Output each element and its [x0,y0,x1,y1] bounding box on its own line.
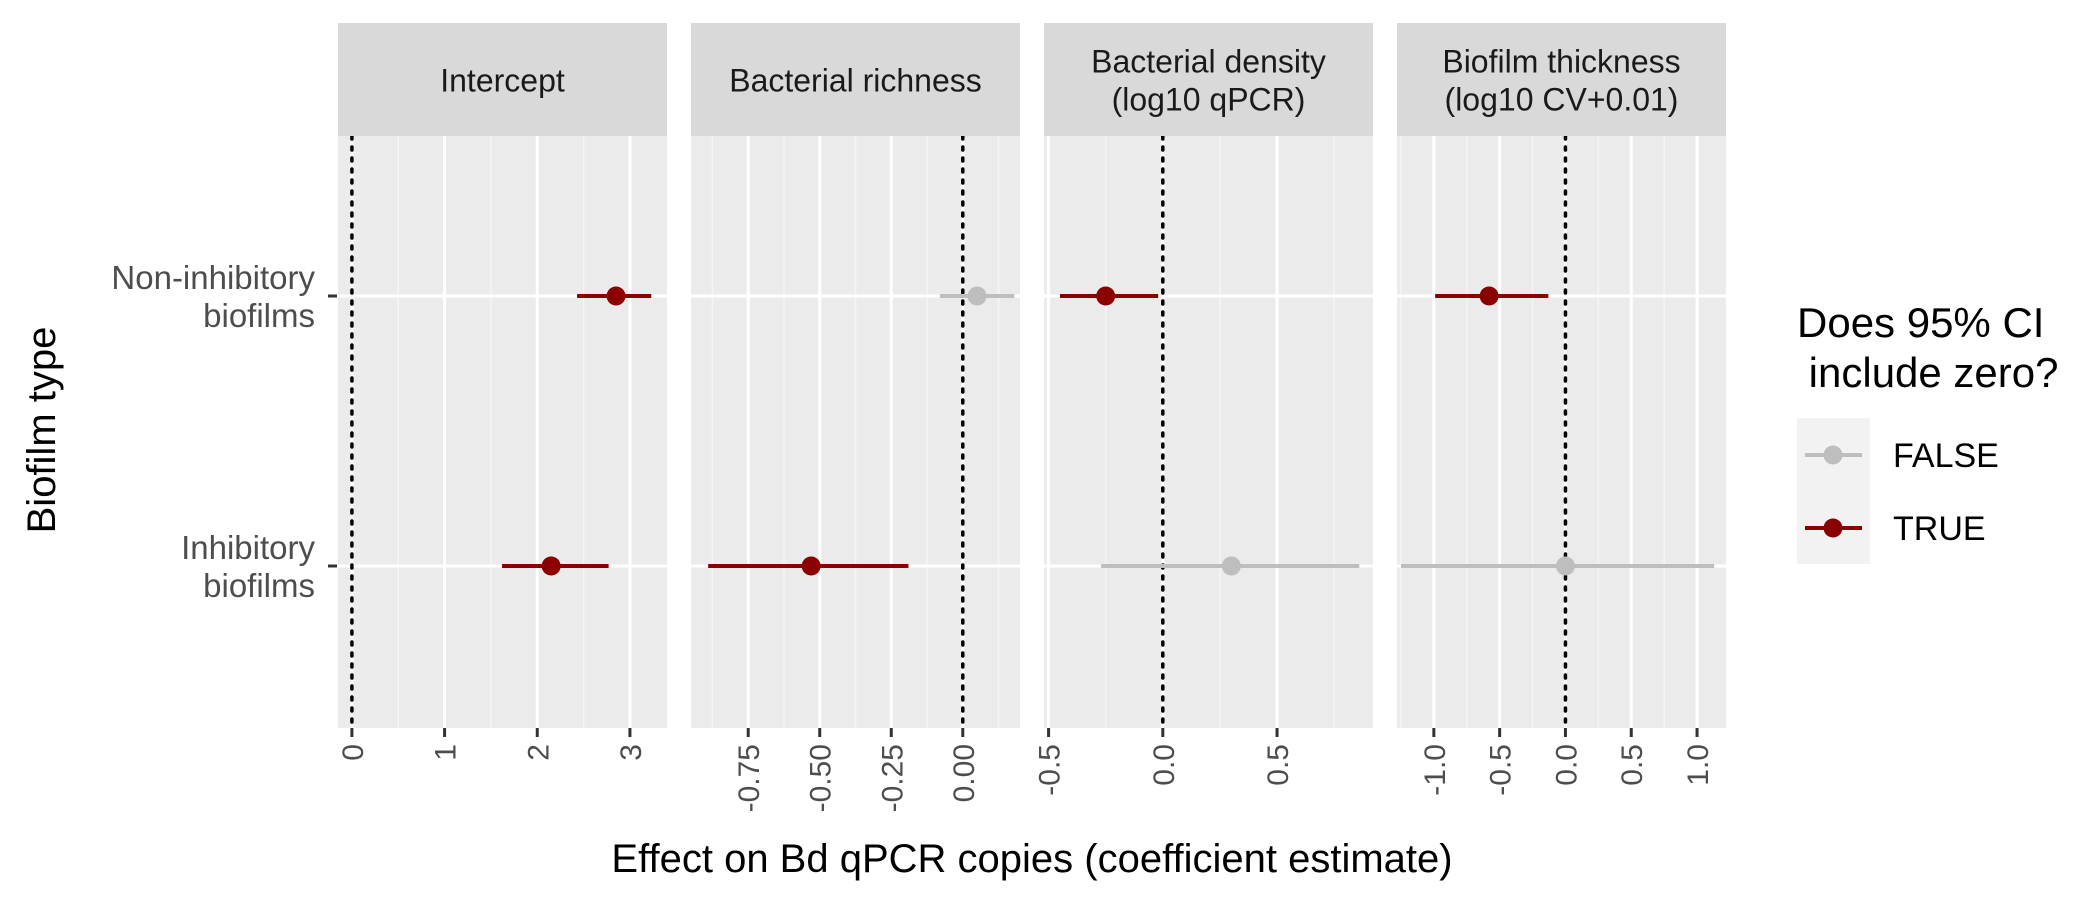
legend-label: TRUE [1893,510,1986,548]
panel-3: Biofilm thickness (log10 CV+0.01) -1.0 -0.5… [1397,23,1726,796]
x-tick-label: -0.25 [876,744,909,812]
x-tick-label: -0.5 [1034,744,1067,796]
x-tick-label: 3 [615,744,648,761]
x-tick-label: -1.0 [1419,744,1452,796]
panel-1: Bacterial richness -0.75 -0.50 -0.25 0.00 [691,23,1020,812]
facet-strip [691,23,1020,136]
legend-key-point [1823,445,1843,465]
point-estimate [606,286,626,306]
x-tick-label: 0.5 [1262,744,1295,786]
y-tick-label: Inhibitory biofilms [181,529,315,604]
point-estimate [1096,286,1116,306]
legend-title: Does 95% CI include zero? [1797,299,2059,396]
facet-title: Bacterial richness [729,63,982,99]
x-axis-title: Effect on Bd qPCR copies (coefficient es… [611,837,1452,881]
x-tick-label: -0.5 [1485,744,1518,796]
x-tick-label: -0.50 [805,744,838,812]
point-estimate [801,556,821,576]
x-tick-label: 0 [337,744,370,761]
y-axis-labels: Non-inhibitory biofilms Inhibitory biofilms [111,259,337,604]
panel-background [338,136,667,728]
x-tick-label: 1 [430,744,463,761]
panel-2: Bacterial density (log10 qPCR) -0.5 0.0 0.5 [1034,23,1373,796]
panel-0: Intercept 0 1 2 3 [337,23,667,761]
y-tick-label: Non-inhibitory biofilms [111,259,315,334]
panel-background [1397,136,1726,728]
point-estimate [967,286,987,306]
x-tick-label: 0.00 [948,744,981,802]
panels-layer: Intercept 0 1 2 3 Bacterial richness -0.75 -0.5… [337,23,1726,812]
point-estimate [1555,556,1575,576]
facet-strip [1397,23,1726,136]
x-tick-label: 0.0 [1148,744,1181,786]
x-tick-label: 2 [522,744,555,761]
legend: Does 95% CI include zero? FALSE TRUE [1797,299,2059,564]
point-estimate [1479,286,1499,306]
point-estimate [541,556,561,576]
x-tick-label: 0.5 [1616,744,1649,786]
x-tick-label: -0.75 [733,744,766,812]
facet-title: Intercept [440,63,565,99]
x-tick-label: 0.0 [1550,744,1583,786]
point-estimate [1221,556,1241,576]
facet-title: Biofilm thickness (log10 CV+0.01) [1442,44,1680,118]
facet-title: Bacterial density (log10 qPCR) [1091,44,1326,118]
facet-strip [338,23,667,136]
legend-label: FALSE [1893,437,1999,475]
y-axis-title: Biofilm type [20,327,64,534]
legend-key-point [1823,518,1843,538]
x-tick-label: 1.0 [1682,744,1715,786]
facet-strip [1044,23,1373,136]
legend-key-background [1797,418,1870,564]
panel-background [1044,136,1373,728]
